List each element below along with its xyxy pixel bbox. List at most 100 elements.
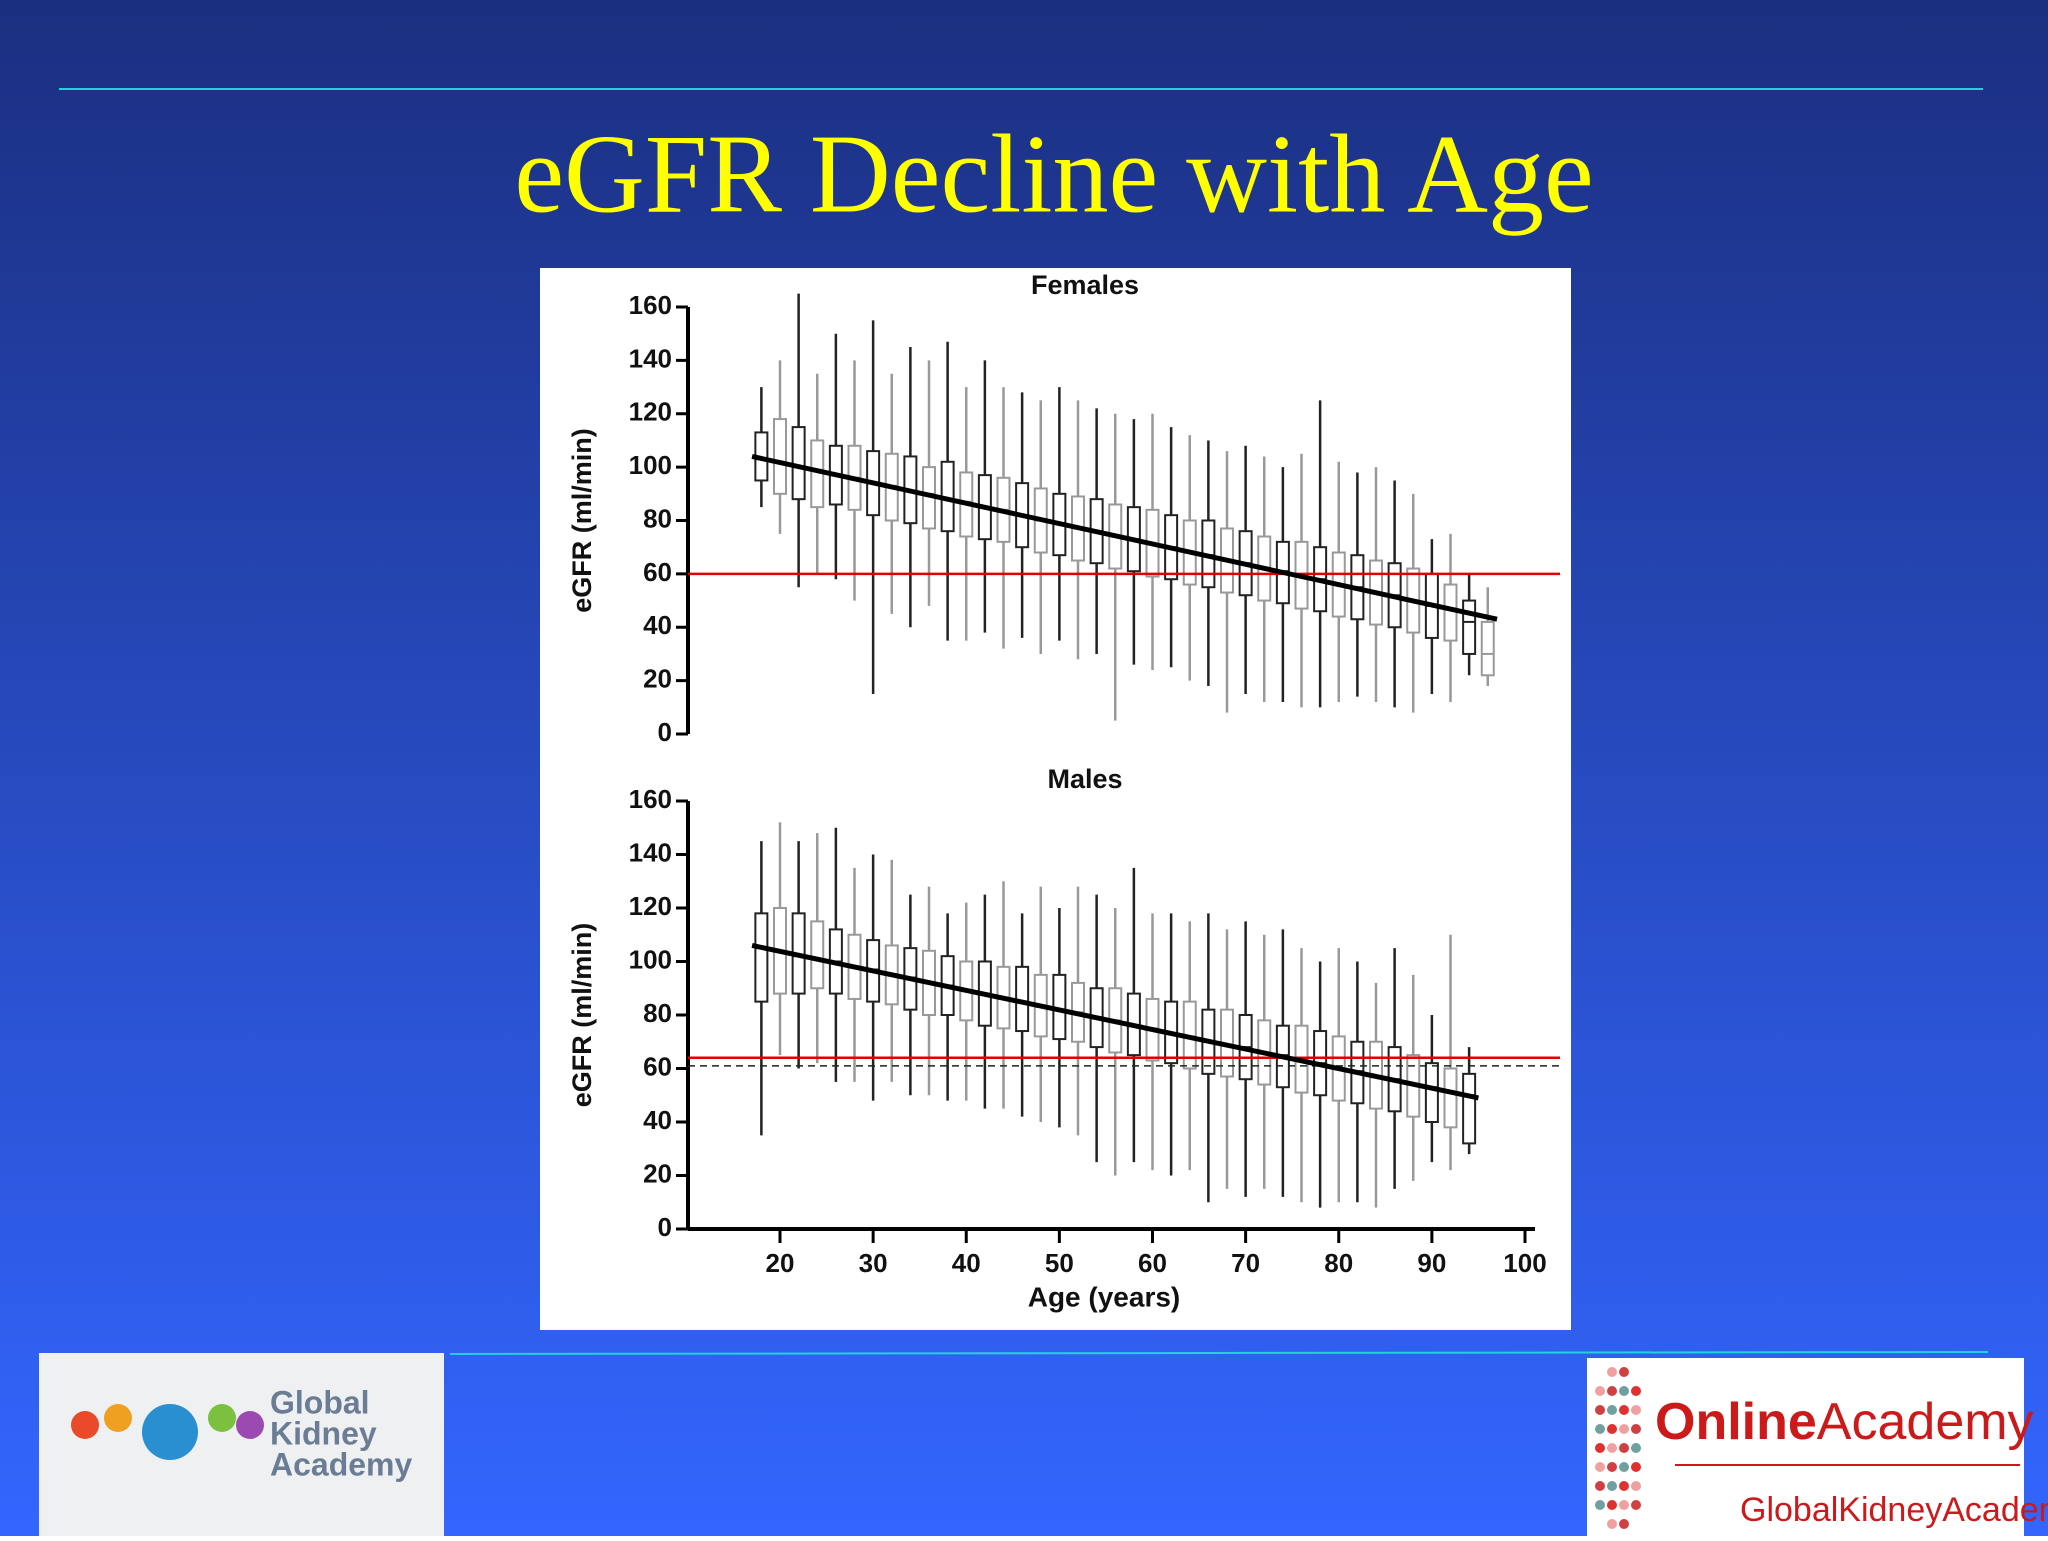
logo-figure [208, 1404, 236, 1432]
x-tick-label: 20 [766, 1248, 795, 1278]
logo-dot [1607, 1519, 1617, 1529]
box-body [1443, 1067, 1458, 1129]
x-tick-label: 50 [1045, 1248, 1074, 1278]
box-body [810, 920, 825, 990]
y-tick-label: 0 [658, 1212, 672, 1242]
logo-dot [1631, 1462, 1641, 1472]
charts: Females eGFR (ml/min) 0 20 40 60 80 100 120 140 16… [567, 270, 1560, 1312]
y-tick-label: 100 [629, 450, 672, 480]
box [754, 841, 769, 1136]
logo-dot [1631, 1443, 1641, 1453]
chart-title: Females [1031, 270, 1139, 300]
logo-dot [1619, 1405, 1629, 1415]
y-tick-label: 0 [658, 717, 672, 747]
logo-dot [1619, 1519, 1629, 1529]
logo-dots [1595, 1367, 1641, 1529]
logo-word: Academy [1817, 1393, 2034, 1451]
box-body [1480, 620, 1495, 677]
logo-dot [1607, 1405, 1617, 1415]
chart-panel [540, 268, 1571, 1330]
logo-dot [1607, 1462, 1617, 1472]
logo-dot [1619, 1424, 1629, 1434]
logo-dot [1595, 1481, 1605, 1491]
logo-figure [236, 1411, 264, 1439]
y-tick-label: 140 [629, 837, 672, 867]
logo-dot [1607, 1443, 1617, 1453]
trend-line [751, 454, 1498, 622]
box [810, 833, 825, 1064]
logo-dot [1619, 1386, 1629, 1396]
logo-box [39, 1353, 444, 1536]
x-tick-label: 90 [1417, 1248, 1446, 1278]
box [940, 341, 955, 641]
logo-dot [1607, 1386, 1617, 1396]
y-tick-label: 80 [643, 998, 672, 1028]
bottom-rule [449, 1351, 1989, 1355]
logo-dot [1631, 1386, 1641, 1396]
y-tick-label: 120 [629, 891, 672, 921]
y-tick-label: 100 [629, 944, 672, 974]
logo-dot [1595, 1424, 1605, 1434]
logo-dot [1619, 1367, 1629, 1377]
box-body [1462, 1072, 1477, 1145]
logo-figure [104, 1404, 132, 1432]
logo-dot [1631, 1481, 1641, 1491]
logo-dot [1595, 1386, 1605, 1396]
y-axis-label: eGFR (ml/min) [567, 428, 597, 613]
x-tick-label: 70 [1231, 1248, 1260, 1278]
logo-dot [1607, 1481, 1617, 1491]
logo-dot [1607, 1367, 1617, 1377]
y-tick-label: 20 [643, 664, 672, 694]
logo-dot [1631, 1424, 1641, 1434]
box-body [773, 418, 787, 495]
box-body [1424, 1062, 1439, 1124]
logo-figure [71, 1411, 99, 1439]
logo-text: OnlineAcademy [1655, 1393, 2034, 1451]
y-tick-label: 160 [629, 290, 672, 320]
box [1443, 934, 1458, 1171]
logo-dot [1619, 1462, 1629, 1472]
logo-globe [142, 1404, 198, 1460]
trend-line [751, 943, 1479, 1101]
box-body [754, 912, 769, 1003]
x-tick-label: 80 [1324, 1248, 1353, 1278]
box-body [1443, 583, 1458, 642]
logo-dot [1631, 1405, 1641, 1415]
box-chart: Females eGFR (ml/min) 0 20 40 60 80 100 120 140 16… [567, 270, 1560, 747]
x-tick-label: 40 [952, 1248, 981, 1278]
logo-dot [1595, 1443, 1605, 1453]
logo-text: Academy [270, 1446, 413, 1482]
logo-text: Kidney [270, 1415, 377, 1451]
box [791, 293, 806, 588]
y-tick-label: 60 [643, 557, 672, 587]
logo-dot [1619, 1481, 1629, 1491]
x-tick-label: 30 [859, 1248, 888, 1278]
logo-box [1587, 1358, 2024, 1536]
y-tick-label: 120 [629, 397, 672, 427]
box-body [1462, 599, 1477, 655]
x-tick-label: 60 [1138, 1248, 1167, 1278]
y-tick-label: 40 [643, 610, 672, 640]
logo-dot [1619, 1443, 1629, 1453]
logo-dot [1619, 1500, 1629, 1510]
logo-dot [1607, 1424, 1617, 1434]
y-tick-label: 80 [643, 503, 672, 533]
left-logo: Global Kidney Academy [39, 1353, 444, 1536]
chart-title: Males [1047, 764, 1122, 794]
y-axis-label: eGFR (ml/min) [567, 923, 597, 1108]
logo-dot [1595, 1405, 1605, 1415]
y-tick-label: 60 [643, 1051, 672, 1081]
logo-dot [1595, 1462, 1605, 1472]
logo-dot [1595, 1500, 1605, 1510]
logo-text: Global [270, 1384, 370, 1420]
x-axis-label: Age (years) [1028, 1281, 1181, 1312]
x-tick-label: 100 [1503, 1248, 1546, 1278]
y-tick-label: 40 [643, 1105, 672, 1135]
box [1480, 587, 1495, 686]
logo-dot [1607, 1500, 1617, 1510]
logo-dot [1631, 1500, 1641, 1510]
